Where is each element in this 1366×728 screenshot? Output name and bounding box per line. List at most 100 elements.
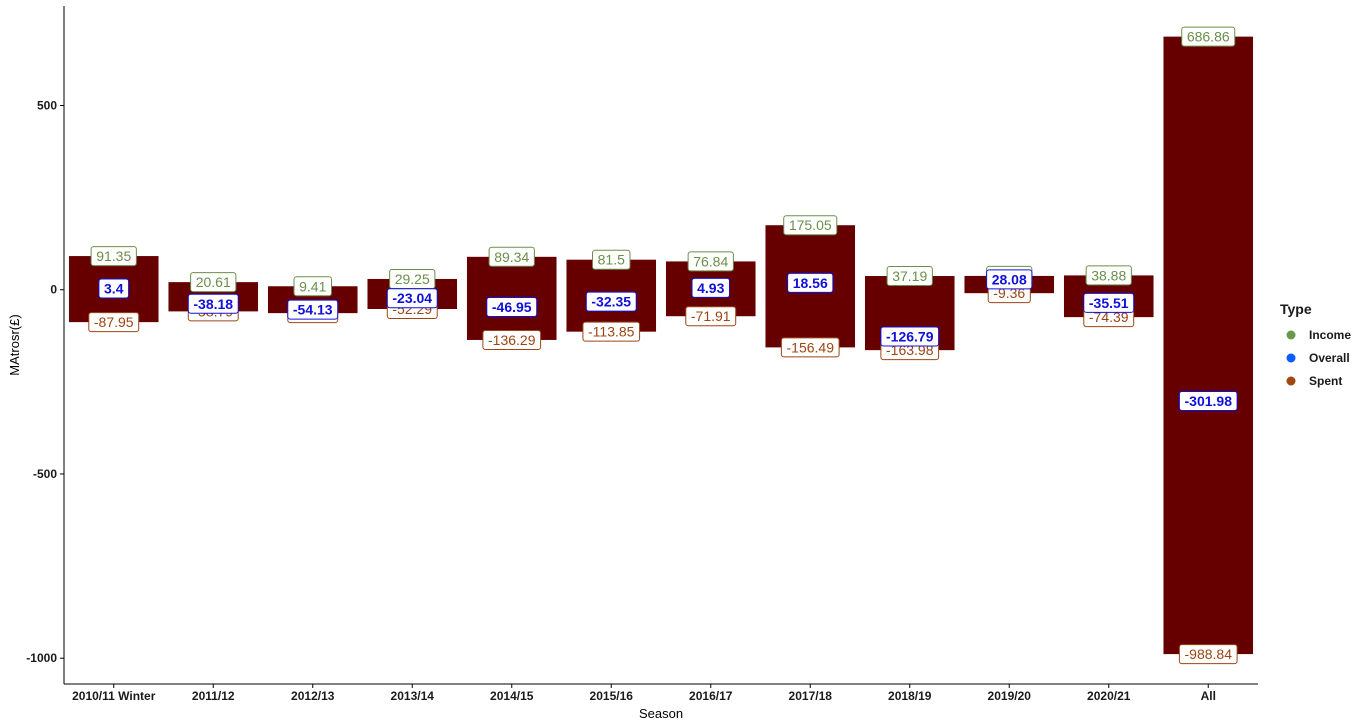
Overall-value-label-4: -46.95 (486, 297, 538, 318)
Overall-value-label-box (1178, 391, 1238, 412)
Overall-value-label-box (486, 297, 538, 318)
axes (63, 6, 1258, 685)
Income-value-label-box (90, 246, 137, 267)
Overall-value-label-text: -35.51 (1089, 295, 1129, 311)
legend-title: Type (1280, 301, 1312, 317)
y-tick-label: -1000 (26, 651, 57, 665)
Income-value-label-text: 175.05 (789, 217, 832, 233)
y-ticks: -1000 -500 0 500 (26, 98, 64, 665)
Spent-value-label-11: -988.84 (1178, 644, 1238, 665)
Overall-value-label-box (880, 326, 940, 347)
Overall-value-label-9: 28.08 (986, 269, 1033, 290)
Overall-value-label-text: -126.79 (886, 328, 934, 344)
Overall-value-label-text: -46.95 (492, 299, 532, 315)
Income-value-label-7: 175.05 (783, 215, 838, 236)
Overall-value-label-box (386, 288, 438, 309)
Income-value-label-8: 37.19 (886, 266, 933, 287)
value-labels-layer: 91.35-87.953.420.61-58.79-38.189.41-63.5… (88, 26, 1238, 665)
Income-value-label-box (1085, 265, 1132, 286)
Overall-value-label-box (187, 293, 239, 314)
Income-value-label-box (293, 276, 332, 297)
Income-value-label-box (592, 249, 631, 270)
Income-value-label-0: 91.35 (90, 246, 137, 267)
x-tick-label: 2011/12 (192, 689, 235, 703)
x-tick-label: 2020/21 (1087, 689, 1131, 703)
Spent-value-label-text: -87.95 (94, 314, 134, 330)
Income-value-label-box (488, 246, 535, 267)
Overall-value-label-box (986, 269, 1033, 290)
Overall-value-label-box (98, 278, 130, 299)
Spent-value-label-box (582, 321, 641, 342)
Spent-value-label-box (88, 312, 140, 333)
Income-value-label-6: 76.84 (687, 251, 734, 272)
y-tick-label: 500 (37, 98, 57, 112)
Spent-value-label-box (1178, 644, 1238, 665)
Overall-value-label-text: -23.04 (392, 290, 432, 306)
Overall-value-label-text: -32.35 (591, 294, 631, 310)
Overall-value-label-7: 18.56 (787, 272, 834, 293)
Spent-value-label-4: -136.29 (482, 329, 542, 350)
x-tick-label: All (1201, 689, 1216, 703)
Overall-value-label-0: 3.4 (98, 278, 130, 299)
Overall-value-label-2: -54.13 (287, 299, 339, 320)
Income-value-label-text: 81.5 (598, 252, 625, 268)
Spent-value-label-text: -71.91 (691, 308, 731, 324)
Overall-value-label-text: -301.98 (1185, 393, 1233, 409)
Overall-value-label-text: 18.56 (793, 275, 828, 291)
Overall-value-label-10: -35.51 (1083, 292, 1135, 313)
legend-label-income: Income (1309, 328, 1351, 342)
Overall-value-label-text: -54.13 (293, 302, 333, 318)
Spent-value-label-5: -113.85 (582, 321, 641, 342)
x-ticks: 2010/11 Winter 2011/12 2012/13 2013/14 2014/… (72, 684, 1216, 703)
x-tick-label: 2013/14 (391, 689, 435, 703)
legend-label-overall: Overall (1309, 351, 1350, 365)
Spent-value-label-box (780, 337, 840, 358)
Spent-value-label-text: -156.49 (787, 339, 835, 355)
y-axis-title: MAtrosr(£) (7, 314, 22, 375)
y-tick-label: -500 (33, 467, 57, 481)
Overall-value-label-5: -32.35 (585, 291, 637, 312)
x-tick-label: 2015/16 (590, 689, 634, 703)
Overall-value-label-3: -23.04 (386, 288, 438, 309)
Income-value-label-text: 89.34 (494, 249, 529, 265)
Income-value-label-text: 29.25 (395, 271, 430, 287)
Overall-value-label-text: 3.4 (104, 280, 124, 296)
x-tick-label: 2016/17 (689, 689, 733, 703)
Income-value-label-box (783, 215, 838, 236)
Overall-value-label-box (787, 272, 834, 293)
x-tick-label: 2018/19 (888, 689, 932, 703)
Spent-value-label-0: -87.95 (88, 312, 140, 333)
Income-value-label-text: 686.86 (1187, 29, 1230, 45)
Income-value-label-1: 20.61 (190, 272, 237, 293)
Income-value-label-box (886, 266, 933, 287)
Spent-value-label-text: -113.85 (588, 324, 635, 340)
Spent-value-label-box (685, 306, 737, 327)
Income-value-label-text: 37.19 (892, 268, 927, 284)
Income-value-label-text: 20.61 (196, 274, 231, 290)
x-axis-title: Season (639, 706, 683, 721)
Income-value-label-11: 686.86 (1181, 26, 1236, 47)
Overall-value-label-8: -126.79 (880, 326, 940, 347)
Income-value-label-3: 29.25 (389, 268, 436, 289)
Spent-value-label-text: -136.29 (488, 332, 536, 348)
Income-value-label-text: 38.88 (1091, 267, 1126, 283)
legend-key-income (1286, 330, 1296, 340)
Overall-value-label-text: 28.08 (992, 271, 1027, 287)
legend-key-overall (1286, 353, 1296, 363)
Income-value-label-5: 81.5 (592, 249, 631, 270)
Overall-value-label-text: -38.18 (193, 296, 233, 312)
Income-value-label-2: 9.41 (293, 276, 332, 297)
bar-11 (1163, 36, 1254, 655)
Income-value-label-box (190, 272, 237, 293)
y-tick-label: 0 (50, 283, 57, 297)
Spent-value-label-text: -988.84 (1185, 646, 1233, 662)
Overall-value-label-box (585, 291, 637, 312)
Income-value-label-10: 38.88 (1085, 265, 1132, 286)
Spent-value-label-6: -71.91 (685, 306, 737, 327)
x-tick-label: 2012/13 (291, 689, 335, 703)
Income-value-label-box (1181, 26, 1236, 47)
Overall-value-label-6: 4.93 (691, 277, 730, 298)
bars-layer (68, 36, 1254, 655)
x-tick-label: 2019/20 (988, 689, 1032, 703)
Overall-value-label-box (691, 277, 730, 298)
